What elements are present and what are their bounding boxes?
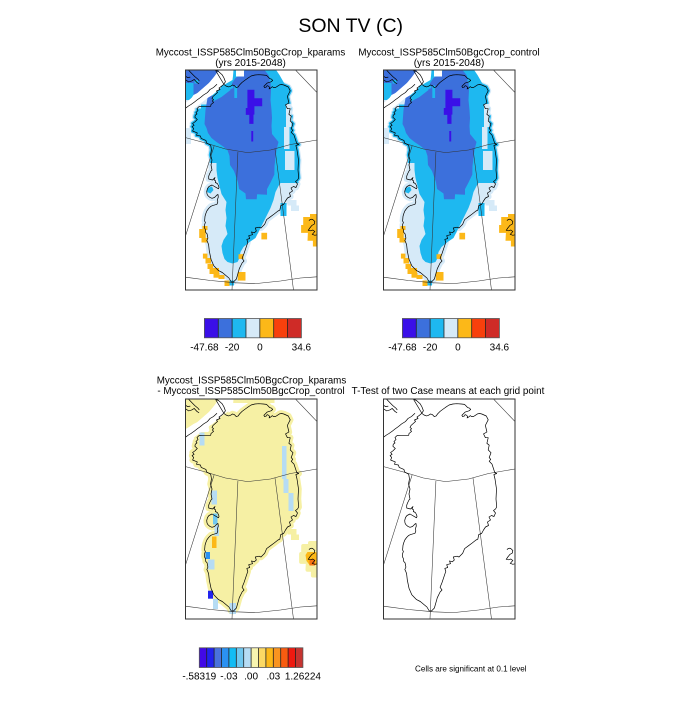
svg-text:-20: -20 (423, 342, 438, 353)
svg-text:-.03: -.03 (220, 671, 238, 682)
svg-text:-20: -20 (225, 342, 240, 353)
svg-text:- Myccost_ISSP585Clm50BgcCrop_: - Myccost_ISSP585Clm50BgcCrop_control (157, 386, 344, 397)
svg-text:.00: .00 (244, 671, 258, 682)
svg-text:34.6: 34.6 (490, 342, 510, 353)
svg-text:Myccost_ISSP585Clm50BgcCrop_kp: Myccost_ISSP585Clm50BgcCrop_kparams (157, 375, 347, 386)
svg-text:T-Test of two Case means at ea: T-Test of two Case means at each grid po… (352, 386, 545, 397)
svg-text:Myccost_ISSP585Clm50BgcCrop_kp: Myccost_ISSP585Clm50BgcCrop_kparams (156, 48, 346, 59)
svg-text:Myccost_ISSP585Clm50BgcCrop_co: Myccost_ISSP585Clm50BgcCrop_control (358, 48, 539, 59)
svg-text:-47.68: -47.68 (388, 342, 417, 353)
svg-text:.03: .03 (266, 671, 280, 682)
svg-text:(yrs 2015-2048): (yrs 2015-2048) (215, 58, 286, 69)
svg-text:Cells are significant at 0.1 l: Cells are significant at 0.1 level (415, 664, 527, 673)
svg-text:-.58319: -.58319 (182, 671, 216, 682)
svg-text:-47.68: -47.68 (190, 342, 219, 353)
svg-text:SON TV (C): SON TV (C) (298, 15, 403, 37)
svg-text:1.26224: 1.26224 (285, 671, 322, 682)
svg-text:0: 0 (455, 342, 461, 353)
svg-text:0: 0 (257, 342, 263, 353)
svg-text:(yrs 2015-2048): (yrs 2015-2048) (414, 58, 485, 69)
svg-text:34.6: 34.6 (292, 342, 312, 353)
